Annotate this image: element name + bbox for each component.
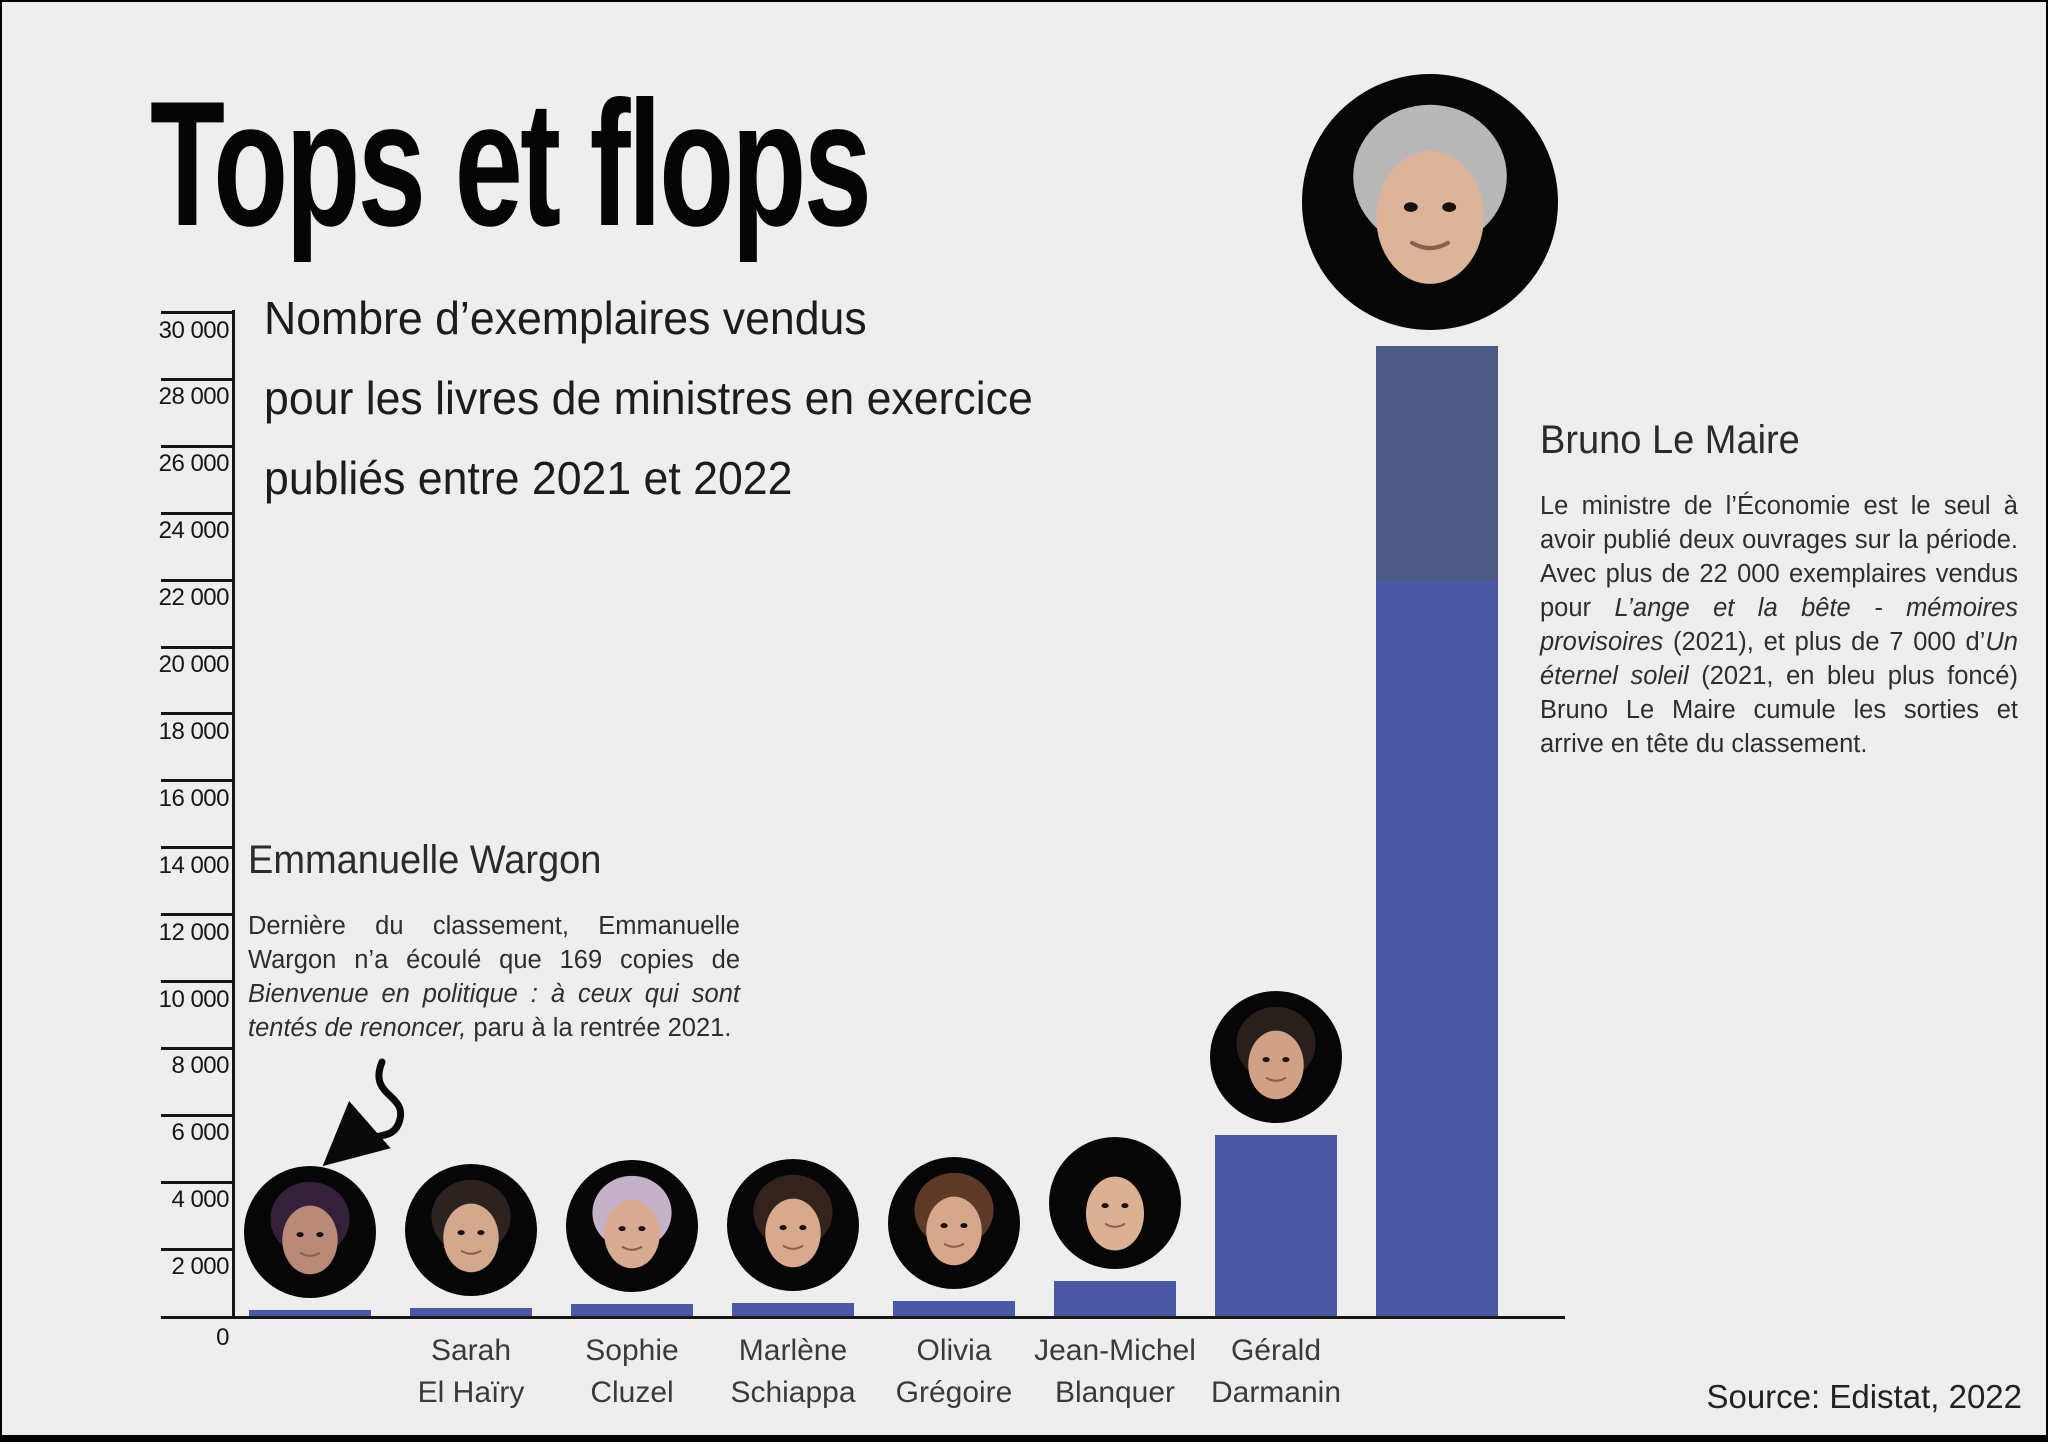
portrait-face-icon	[244, 1166, 376, 1299]
y-tick-label: 0	[216, 1324, 229, 1351]
portrait-face-icon	[566, 1160, 698, 1293]
y-tick-label: 26 000	[158, 450, 230, 478]
annotation-lemaire: Bruno Le Maire Le ministre de l’Économie…	[1540, 418, 2018, 761]
bar-segment-light	[410, 1307, 532, 1316]
y-tick-label: 14 000	[158, 851, 230, 879]
blanquer-photo	[1049, 1136, 1181, 1269]
x-axis-label-line: Gérald	[1230, 1334, 1322, 1367]
bar-segment-light	[1376, 580, 1498, 1316]
bar-segment-dark	[1376, 345, 1498, 581]
annotation-text-run: (2021, en bleu plus foncé) Bruno Le Mair…	[1540, 662, 2018, 758]
y-tick	[161, 1180, 233, 1184]
y-tick-label: 30 000	[158, 316, 230, 344]
cluzel-photo	[566, 1160, 698, 1293]
x-axis-label-line: Schiappa	[730, 1376, 856, 1409]
y-tick	[161, 712, 233, 716]
darmanin-photo	[1210, 991, 1342, 1124]
y-tick-label: 8 000	[171, 1052, 229, 1080]
portrait-face-icon	[1302, 73, 1558, 330]
y-tick	[161, 913, 233, 917]
y-tick	[161, 779, 233, 783]
y-tick	[161, 1046, 233, 1050]
y-tick-label: 20 000	[158, 651, 230, 678]
book-title-italic: Bienvenue en politique : à ceux qui sont…	[248, 980, 740, 1042]
portrait-face-icon	[1049, 1136, 1181, 1269]
x-axis-label-line: Marlène	[738, 1334, 848, 1367]
y-tick-label: 24 000	[158, 517, 230, 545]
bar-segment-light	[1054, 1280, 1176, 1316]
annotation-text-run: Dernière du classement, Emmanuelle Wargo…	[248, 912, 740, 974]
x-axis-label-line: Grégoire	[895, 1376, 1013, 1409]
book-title-italic: L’ange et la bête - mémoires provisoires	[1540, 594, 2019, 656]
y-tick-label: 16 000	[158, 784, 230, 812]
y-tick	[161, 1113, 233, 1117]
portrait-face-icon	[727, 1158, 859, 1291]
x-axis-line	[161, 1316, 1565, 1319]
annotation-wargon-body: Dernière du classement, Emmanuelle Wargo…	[248, 909, 740, 1045]
x-axis-label: Olivia Grégoire	[853, 1330, 1055, 1414]
x-axis-label-line: Olivia	[916, 1334, 992, 1367]
subtitle-line-3: publiés entre 2021 et 2022	[264, 452, 793, 504]
bottom-frame-border	[0, 1435, 2048, 1442]
annotation-text-run: (2021), et plus de 7 000 d’	[1663, 628, 1986, 656]
x-axis-label: Sarah El Haïry	[370, 1330, 572, 1414]
x-axis-label-line: Darmanin	[1210, 1376, 1342, 1409]
y-tick-label: 6 000	[171, 1119, 229, 1147]
x-axis-label-line: Sophie	[585, 1334, 679, 1367]
portrait-face-icon	[1210, 991, 1342, 1124]
annotation-text-run: paru à la rentrée 2021.	[466, 1014, 732, 1042]
x-axis-label-line: Jean-Michel	[1034, 1334, 1196, 1367]
y-tick	[161, 1247, 233, 1251]
y-tick	[161, 377, 233, 381]
y-tick-label: 10 000	[158, 985, 230, 1013]
y-tick	[161, 311, 233, 314]
x-axis-label-line: Sarah	[430, 1334, 512, 1367]
y-tick	[161, 645, 233, 649]
source-credit: Source: Edistat, 2022	[1706, 1378, 2022, 1415]
y-tick-label: 28 000	[158, 383, 230, 411]
bar-segment-light	[571, 1304, 693, 1316]
y-tick-label: 18 000	[158, 717, 230, 745]
subtitle-line-1: Nombre d’exemplaires vendus	[264, 292, 867, 344]
gregoire-photo	[888, 1156, 1020, 1289]
annotation-text-run: Le ministre de l’Économie est le seul à …	[1540, 492, 2018, 622]
book-title-italic: Un éternel soleil	[1540, 628, 2018, 690]
x-axis-label-line: El Haïry	[417, 1376, 525, 1409]
x-axis-label: Sophie Cluzel	[531, 1330, 733, 1414]
annotation-wargon: Emmanuelle Wargon Dernière du classement…	[248, 838, 740, 1045]
bar-segment-light	[1215, 1135, 1337, 1316]
annotation-lemaire-body: Le ministre de l’Économie est le seul à …	[1540, 489, 2018, 761]
bar-segment-light	[893, 1300, 1015, 1316]
el-hairy-photo	[405, 1163, 537, 1296]
y-tick-label: 2 000	[171, 1253, 229, 1281]
y-tick	[161, 578, 233, 582]
bar-segment-light	[249, 1310, 371, 1316]
x-axis-label-line: Blanquer	[1054, 1376, 1176, 1409]
y-tick	[161, 444, 233, 448]
schiappa-photo	[727, 1158, 859, 1291]
portrait-face-icon	[888, 1156, 1020, 1289]
y-tick-label: 4 000	[171, 1186, 229, 1214]
bar-segment-light	[732, 1302, 854, 1316]
subtitle-line-2: pour les livres de ministres en exercice	[264, 372, 1033, 424]
x-axis-label: Marlène Schiappa	[692, 1330, 894, 1414]
x-axis-label-line: Cluzel	[590, 1376, 674, 1409]
y-tick	[161, 980, 233, 983]
annotation-lemaire-heading: Bruno Le Maire	[1540, 418, 1800, 462]
x-axis-label: Jean-Michel Blanquer	[1014, 1330, 1216, 1414]
wargon-photo	[244, 1166, 376, 1299]
y-axis-line	[231, 310, 235, 1319]
chart-subtitle: Nombre d’exemplaires vendus pour les liv…	[264, 278, 1033, 518]
page-title: Tops et flops	[150, 64, 872, 263]
y-tick	[161, 511, 233, 515]
le-maire-photo	[1302, 73, 1558, 330]
y-tick-label: 22 000	[158, 584, 230, 612]
y-tick	[161, 846, 233, 850]
y-tick-label: 12 000	[158, 918, 230, 946]
annotation-wargon-heading: Emmanuelle Wargon	[248, 838, 602, 882]
portrait-face-icon	[405, 1163, 537, 1296]
x-axis-label: Gérald Darmanin	[1175, 1330, 1377, 1414]
